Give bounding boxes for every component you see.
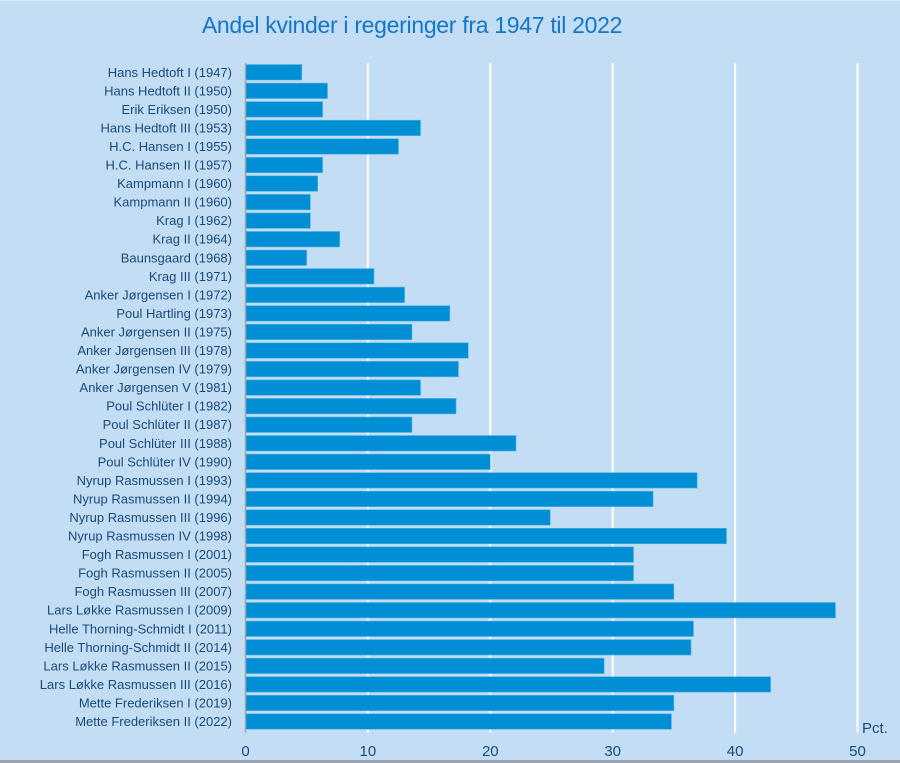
bar xyxy=(245,639,692,656)
category-label: Poul Schlüter III (1988) xyxy=(99,436,232,451)
category-label: Anker Jørgensen IV (1979) xyxy=(76,362,232,377)
category-label: Krag III (1971) xyxy=(149,269,232,284)
bar xyxy=(245,379,421,396)
category-label: Helle Thorning-Schmidt I (2011) xyxy=(49,621,232,636)
bar xyxy=(245,713,672,730)
category-label: Mette Frederiksen II (2022) xyxy=(75,714,232,729)
category-labels: Hans Hedtoft I (1947) Hans Hedtoft II (19… xyxy=(40,65,232,729)
category-label: Hans Hedtoft III (1953) xyxy=(100,120,232,135)
category-label: Lars Løkke Rasmussen I (2009) xyxy=(47,603,232,618)
category-label: Baunsgaard (1968) xyxy=(121,250,232,265)
x-tick-label: 20 xyxy=(482,743,499,760)
bar xyxy=(245,175,319,192)
category-label: Poul Schlüter I (1982) xyxy=(106,399,232,414)
bars xyxy=(245,64,836,730)
bar xyxy=(245,398,457,415)
category-label: Fogh Rasmussen I (2001) xyxy=(82,547,232,562)
bar xyxy=(245,212,311,229)
category-label: Krag II (1964) xyxy=(153,232,233,247)
bar xyxy=(245,453,491,470)
category-label: H.C. Hansen II (1957) xyxy=(106,158,232,173)
bar xyxy=(245,416,413,433)
bar xyxy=(245,119,421,136)
bar xyxy=(245,527,727,545)
category-label: H.C. Hansen I (1955) xyxy=(109,139,232,154)
category-label: Fogh Rasmussen II (2005) xyxy=(78,566,232,581)
x-tick-label: 40 xyxy=(727,743,744,760)
x-tick-label: 30 xyxy=(604,743,621,760)
category-label: Nyrup Rasmussen IV (1998) xyxy=(68,529,232,544)
bar xyxy=(245,194,311,211)
bar xyxy=(245,565,634,582)
bar xyxy=(245,138,399,155)
bar xyxy=(245,676,771,693)
bar xyxy=(245,64,303,81)
chart-title: Andel kvinder i regeringer fra 1947 til … xyxy=(201,12,623,38)
bar xyxy=(245,602,836,619)
bar xyxy=(245,472,698,489)
category-label: Anker Jørgensen II (1975) xyxy=(81,324,232,339)
category-label: Nyrup Rasmussen I (1993) xyxy=(77,473,232,488)
bar xyxy=(245,583,675,600)
category-label: Poul Hartling (1973) xyxy=(116,306,232,321)
x-tick-label: 0 xyxy=(241,743,249,760)
category-label: Helle Thorning-Schmidt II (2014) xyxy=(44,640,232,655)
unit-label: Pct. xyxy=(862,720,888,737)
category-label: Anker Jørgensen I (1972) xyxy=(85,287,232,302)
category-label: Kampmann I (1960) xyxy=(117,176,232,191)
category-label: Hans Hedtoft I (1947) xyxy=(108,65,232,80)
x-tick-label: 50 xyxy=(849,743,866,760)
category-label: Fogh Rasmussen III (2007) xyxy=(74,584,232,599)
category-label: Nyrup Rasmussen II (1994) xyxy=(73,491,232,506)
bar xyxy=(245,342,469,359)
category-label: Anker Jørgensen V (1981) xyxy=(80,380,232,395)
category-label: Mette Frederiksen I (2019) xyxy=(79,695,232,710)
category-label: Lars Løkke Rasmussen II (2015) xyxy=(43,658,232,673)
category-label: Hans Hedtoft II (1950) xyxy=(104,83,232,98)
bar xyxy=(245,694,675,712)
bar xyxy=(245,286,405,303)
x-tick-label: 10 xyxy=(360,743,377,760)
bar xyxy=(245,509,551,526)
category-label: Poul Schlüter IV (1990) xyxy=(98,454,232,469)
bar xyxy=(245,231,341,248)
category-label: Nyrup Rasmussen III (1996) xyxy=(69,510,232,525)
bar xyxy=(245,156,323,174)
bar xyxy=(245,435,517,452)
category-label: Lars Løkke Rasmussen III (2016) xyxy=(40,677,232,692)
bar xyxy=(245,305,451,322)
bottom-border xyxy=(0,760,900,763)
category-label: Anker Jørgensen III (1978) xyxy=(77,343,232,358)
bar xyxy=(245,323,413,341)
bar xyxy=(245,249,308,266)
category-label: Poul Schlüter II (1987) xyxy=(103,417,232,432)
bar xyxy=(245,82,328,99)
bar xyxy=(245,490,654,507)
category-label: Erik Eriksen (1950) xyxy=(121,102,232,117)
bar xyxy=(245,361,459,378)
bar xyxy=(245,101,323,118)
x-tick-labels: 0 10 20 30 40 50 xyxy=(241,743,866,760)
category-label: Krag I (1962) xyxy=(156,213,232,228)
top-border xyxy=(0,0,900,1)
bar xyxy=(245,657,605,674)
category-label: Kampmann II (1960) xyxy=(113,195,232,210)
bar xyxy=(245,546,634,563)
bar xyxy=(245,620,694,637)
bar xyxy=(245,268,375,285)
